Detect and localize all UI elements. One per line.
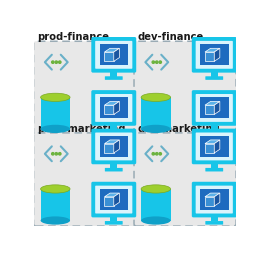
FancyBboxPatch shape [134,41,236,134]
Bar [141,189,170,221]
Bar [99,189,128,210]
Bar [99,44,128,65]
FancyBboxPatch shape [34,133,135,226]
Polygon shape [205,48,220,52]
Ellipse shape [41,93,70,101]
Bar [211,71,218,77]
Ellipse shape [41,185,70,193]
Bar [110,163,117,168]
FancyBboxPatch shape [105,221,123,225]
FancyBboxPatch shape [91,90,136,126]
Polygon shape [214,48,220,61]
FancyBboxPatch shape [91,129,136,164]
Polygon shape [205,52,214,61]
FancyBboxPatch shape [95,94,132,122]
Circle shape [59,61,61,63]
FancyBboxPatch shape [205,129,223,133]
Polygon shape [114,140,119,153]
Polygon shape [214,193,220,206]
Polygon shape [104,193,119,197]
Bar [99,97,128,118]
Polygon shape [205,197,214,206]
Bar [99,136,128,157]
FancyBboxPatch shape [105,129,123,133]
Bar [41,189,70,221]
Bar [41,97,70,130]
FancyBboxPatch shape [205,76,223,80]
Bar [200,97,229,118]
FancyBboxPatch shape [95,41,132,69]
Polygon shape [104,52,114,61]
Circle shape [52,153,54,155]
FancyBboxPatch shape [196,133,233,160]
Polygon shape [104,48,119,52]
Bar [211,163,218,168]
Polygon shape [214,140,220,153]
Circle shape [152,153,154,155]
FancyBboxPatch shape [205,221,223,225]
Bar [200,136,229,157]
Polygon shape [104,197,114,206]
Bar [211,124,218,130]
Bar [211,216,218,221]
FancyBboxPatch shape [196,94,233,122]
FancyBboxPatch shape [105,76,123,80]
Text: dev-finance: dev-finance [138,32,204,42]
Circle shape [52,61,54,63]
FancyBboxPatch shape [196,41,233,69]
FancyBboxPatch shape [196,186,233,214]
Bar [200,189,229,210]
Circle shape [156,61,158,63]
FancyBboxPatch shape [95,133,132,160]
Bar [110,71,117,77]
Bar [200,44,229,65]
Polygon shape [205,193,220,197]
Ellipse shape [141,125,170,133]
Circle shape [159,61,161,63]
Polygon shape [104,105,114,115]
FancyBboxPatch shape [192,90,237,126]
FancyBboxPatch shape [192,37,237,73]
Polygon shape [104,101,119,105]
FancyBboxPatch shape [192,129,237,164]
FancyBboxPatch shape [95,186,132,214]
Ellipse shape [141,185,170,193]
Ellipse shape [41,216,70,225]
Text: prod-finance: prod-finance [37,32,109,42]
Polygon shape [114,48,119,61]
Bar [141,97,170,130]
Text: prod-marketing: prod-marketing [37,124,126,134]
Polygon shape [205,140,220,144]
Ellipse shape [141,216,170,225]
Polygon shape [205,101,220,105]
Polygon shape [114,193,119,206]
Circle shape [156,153,158,155]
FancyBboxPatch shape [192,182,237,217]
FancyBboxPatch shape [134,133,236,226]
Bar [110,124,117,130]
Text: dev-marketing: dev-marketing [138,124,221,134]
Ellipse shape [41,125,70,133]
Polygon shape [205,144,214,153]
Circle shape [159,153,161,155]
FancyBboxPatch shape [205,168,223,171]
Polygon shape [114,101,119,115]
Circle shape [152,61,154,63]
Ellipse shape [141,93,170,101]
Bar [110,216,117,221]
Polygon shape [104,144,114,153]
Polygon shape [214,101,220,115]
FancyBboxPatch shape [34,41,135,134]
FancyBboxPatch shape [91,182,136,217]
Polygon shape [104,140,119,144]
FancyBboxPatch shape [105,168,123,171]
Circle shape [59,153,61,155]
FancyBboxPatch shape [91,37,136,73]
Polygon shape [205,105,214,115]
Circle shape [55,61,58,63]
Circle shape [55,153,58,155]
